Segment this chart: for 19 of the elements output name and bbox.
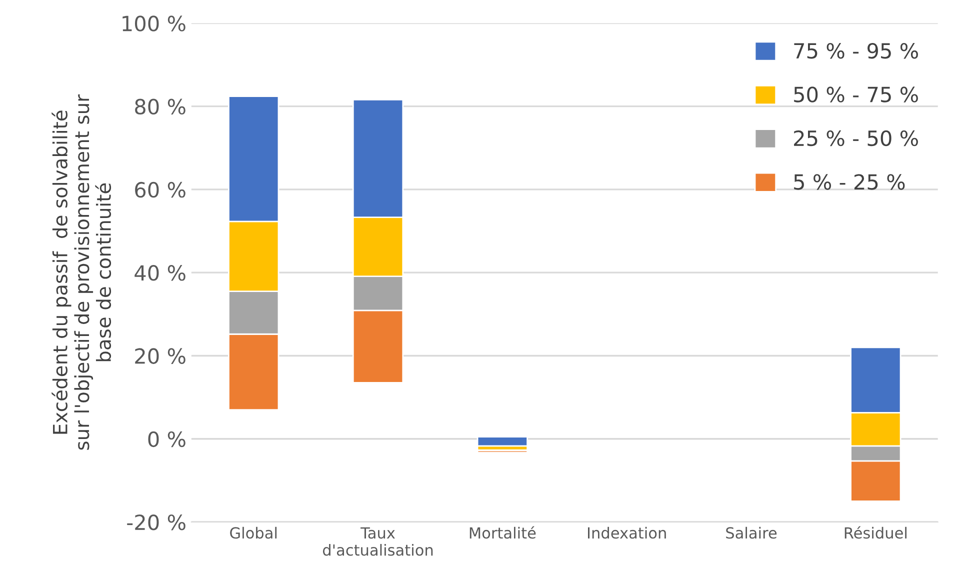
x-tick-label: Mortalité bbox=[470, 526, 536, 539]
legend-label: 75 % - 95 % bbox=[794, 42, 918, 59]
y-axis-title: Excédent du passif de solvabilité sur l'objectif de provisionnement sur base de continuité bbox=[52, 94, 112, 450]
legend-label: 5 % - 25 % bbox=[794, 174, 905, 190]
bar bbox=[476, 436, 528, 447]
x-tick-label: Salaire bbox=[726, 526, 777, 539]
y-tick-label: 0 % bbox=[148, 431, 186, 448]
y-tick-label: 60 % bbox=[135, 182, 186, 198]
y-tick-label: 40 % bbox=[134, 265, 186, 281]
x-tick-label: Taux d'actualisation bbox=[322, 527, 433, 556]
x-tick-label: Indexation bbox=[588, 526, 666, 539]
y-tick-label: 20 % bbox=[135, 348, 186, 364]
y-tick-label: 100 % bbox=[122, 16, 186, 32]
legend-label: 50 % - 75 % bbox=[794, 86, 918, 102]
legend-label: 25 % - 50 % bbox=[794, 130, 918, 146]
y-tick-label: -20 % bbox=[127, 514, 186, 530]
x-tick-label: Résiduel bbox=[844, 526, 906, 539]
x-tick-label: Global bbox=[230, 526, 277, 539]
y-tick-label: 80 % bbox=[135, 98, 186, 115]
